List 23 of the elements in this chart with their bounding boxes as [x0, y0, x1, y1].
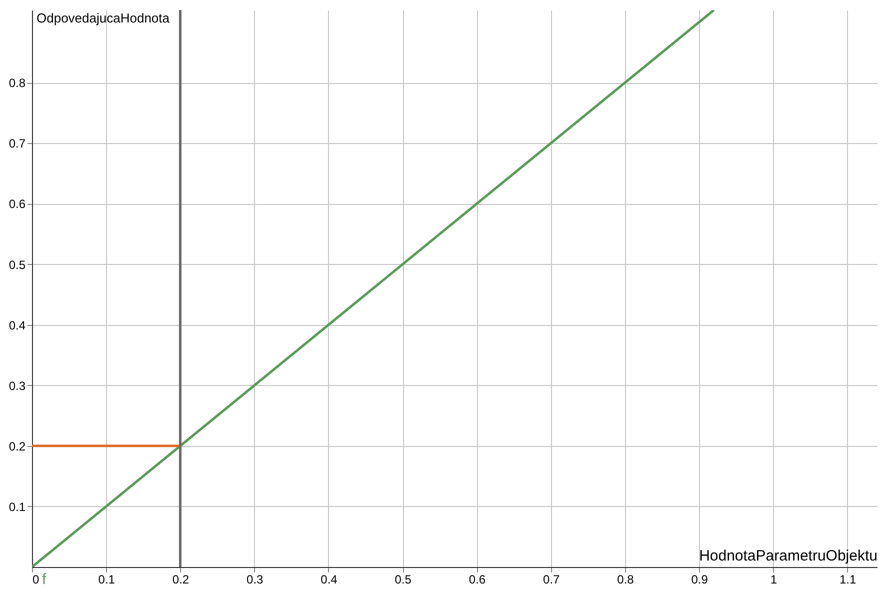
y-axis-title: OdpovedajucaHodnota [36, 10, 170, 26]
series-label: f [42, 571, 47, 588]
y-tick-label: 0.8 [8, 76, 26, 90]
x-tick-label: 0.9 [691, 572, 708, 586]
x-tick-label: 0.1 [98, 572, 116, 586]
y-tick-label: 0.7 [8, 136, 26, 151]
x-tick-label: 0.5 [394, 572, 412, 586]
x-tick-label: 0.6 [468, 572, 486, 586]
y-tick-label: 0.2 [8, 439, 26, 454]
x-tick-label: 1.1 [840, 572, 857, 586]
y-tick-label: 0.3 [8, 378, 26, 393]
x-tick-label: 0 [32, 572, 40, 586]
x-tick-label: 0.7 [543, 572, 560, 586]
y-tick-label: 0.1 [8, 500, 26, 514]
x-tick-label: 0.8 [617, 572, 634, 586]
y-tick-label: 0.5 [8, 258, 26, 272]
x-axis-title: HodnotaParametruObjektu [699, 548, 878, 564]
x-tick-label: 0.2 [172, 572, 190, 586]
x-tick-label: 0.4 [320, 572, 338, 586]
x-tick-label: 1 [770, 572, 778, 586]
y-tick-label: 0.6 [8, 197, 26, 212]
x-tick-label: 0.3 [246, 572, 264, 586]
y-tick-label: 0.4 [8, 318, 26, 332]
